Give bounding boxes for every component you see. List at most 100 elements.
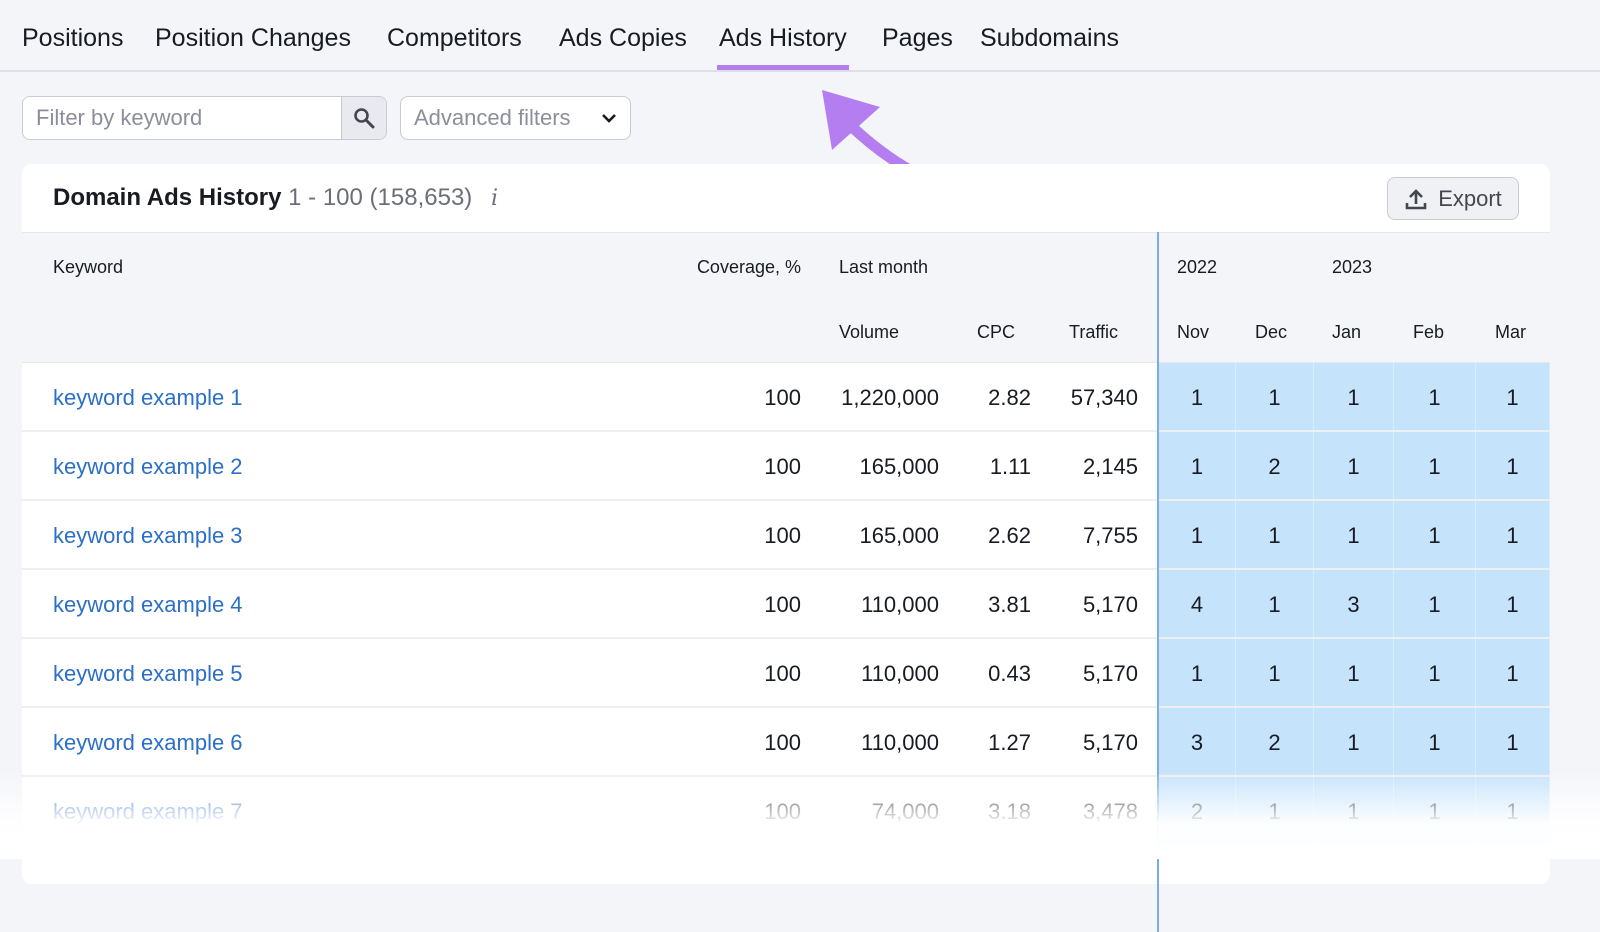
history-position: 1 (1268, 592, 1281, 617)
table-row: 1 1 1 1 1 keyword example 3 100 165,000 2.62 … (22, 501, 1550, 570)
bottom-fade (0, 770, 1600, 859)
history-position: 1 (1428, 385, 1441, 410)
history-cell: 1 (1314, 639, 1394, 706)
volume-value: 110,000 (861, 592, 939, 617)
filter-keyword-input[interactable] (23, 97, 341, 139)
col-month-feb: Feb (1413, 322, 1445, 342)
keyword-link[interactable]: keyword example 5 (53, 661, 243, 686)
keyword-link[interactable]: keyword example 1 (53, 385, 243, 410)
history-position: 1 (1347, 385, 1360, 410)
history-position: 2 (1268, 454, 1281, 479)
history-cell: 1 (1394, 432, 1476, 499)
history-cell: 3 (1314, 570, 1394, 637)
keyword-link[interactable]: keyword example 6 (53, 730, 243, 755)
search-icon (354, 108, 375, 129)
history-cell: 1 (1394, 570, 1476, 637)
col-traffic[interactable]: Traffic (1069, 322, 1119, 342)
history-position: 1 (1506, 385, 1519, 410)
history-position: 1 (1506, 592, 1519, 617)
volume-value: 165,000 (859, 523, 939, 548)
traffic-value: 57,340 (1070, 385, 1138, 410)
history-position: 1 (1506, 661, 1519, 686)
table-row: 4 1 3 1 1 keyword example 4 100 110,000 3.81 … (22, 570, 1550, 639)
tab-position-changes[interactable]: Position Changes (155, 24, 351, 52)
col-volume[interactable]: Volume (839, 322, 900, 342)
coverage-value: 100 (764, 523, 801, 548)
col-cpc[interactable]: CPC (977, 322, 1016, 342)
col-month-mar: Mar (1495, 322, 1526, 342)
col-month-dec: Dec (1255, 322, 1288, 342)
history-position: 1 (1428, 661, 1441, 686)
coverage-value: 100 (764, 385, 801, 410)
history-cell: 1 (1476, 501, 1550, 568)
history-cell: 1 (1159, 639, 1236, 706)
coverage-value: 100 (764, 661, 801, 686)
history-position: 1 (1428, 523, 1441, 548)
keyword-filter (22, 96, 387, 140)
search-button[interactable] (341, 97, 386, 139)
col-keyword[interactable]: Keyword (53, 257, 124, 277)
tab-ads-copies[interactable]: Ads Copies (559, 24, 687, 52)
export-button[interactable]: Export (1387, 177, 1519, 220)
tab-pages[interactable]: Pages (882, 24, 953, 52)
advanced-filters-label: Advanced filters (414, 105, 571, 130)
result-range: 1 - 100 (158,653) (288, 184, 473, 211)
table-row: 1 1 1 1 1 keyword example 1 100 1,220,000 2.8… (22, 363, 1550, 432)
history-position: 1 (1268, 661, 1281, 686)
history-position: 1 (1506, 454, 1519, 479)
keyword-link[interactable]: keyword example 2 (53, 454, 243, 479)
coverage-value: 100 (764, 454, 801, 479)
history-position: 1 (1506, 523, 1519, 548)
advanced-filters-dropdown[interactable]: Advanced filters (400, 96, 631, 140)
keyword-link[interactable]: keyword example 4 (53, 592, 243, 617)
history-position: 1 (1347, 523, 1360, 548)
history-cell: 1 (1236, 570, 1314, 637)
keyword-link[interactable]: keyword example 3 (53, 523, 243, 548)
cpc-value: 1.11 (989, 454, 1031, 479)
history-position: 1 (1428, 592, 1441, 617)
traffic-value: 7,755 (1082, 523, 1138, 548)
history-cell: 1 (1314, 363, 1394, 430)
cpc-value: 0.43 (988, 661, 1031, 686)
history-position: 1 (1347, 661, 1360, 686)
cpc-value: 3.81 (988, 592, 1031, 617)
col-last-month: Last month (839, 257, 929, 277)
history-position: 4 (1190, 592, 1204, 617)
history-cell: 2 (1236, 708, 1314, 775)
history-position: 3 (1347, 592, 1360, 617)
traffic-value: 2,145 (1082, 454, 1138, 479)
tab-ads-history[interactable]: Ads History (717, 24, 849, 70)
traffic-value: 5,170 (1082, 730, 1138, 755)
history-position: 1 (1190, 385, 1204, 410)
history-cell: 1 (1476, 639, 1550, 706)
tab-competitors[interactable]: Competitors (387, 24, 522, 52)
cpc-value: 2.62 (988, 523, 1031, 548)
tab-positions[interactable]: Positions (22, 24, 124, 52)
history-cell: 1 (1314, 708, 1394, 775)
history-position: 3 (1190, 730, 1204, 755)
history-cell: 4 (1159, 570, 1236, 637)
history-cell: 1 (1394, 708, 1476, 775)
coverage-value: 100 (764, 730, 801, 755)
history-position: 1 (1190, 523, 1204, 548)
domain-ads-history-card: Domain Ads History 1 - 100 (158,653) i E… (22, 164, 1550, 932)
history-cell: 1 (1314, 432, 1394, 499)
history-position: 1 (1506, 730, 1519, 755)
cpc-value: 2.82 (988, 385, 1031, 410)
col-month-jan: Jan (1332, 322, 1362, 342)
table-header: Keyword Coverage, % Last month Volume CP… (22, 232, 1550, 363)
info-icon[interactable]: i (490, 186, 498, 211)
history-position: 2 (1268, 730, 1281, 755)
history-cell: 1 (1159, 432, 1236, 499)
history-cell: 1 (1476, 570, 1550, 637)
history-position: 1 (1428, 454, 1441, 479)
col-coverage[interactable]: Coverage, % (696, 257, 801, 277)
traffic-value: 5,170 (1082, 592, 1138, 617)
tab-subdomains[interactable]: Subdomains (980, 24, 1119, 52)
history-position: 1 (1190, 454, 1204, 479)
history-cell: 1 (1236, 501, 1314, 568)
chevron-down-icon (602, 114, 616, 123)
history-position: 1 (1190, 661, 1204, 686)
cpc-value: 1.27 (988, 730, 1031, 755)
volume-value: 110,000 (861, 661, 939, 686)
